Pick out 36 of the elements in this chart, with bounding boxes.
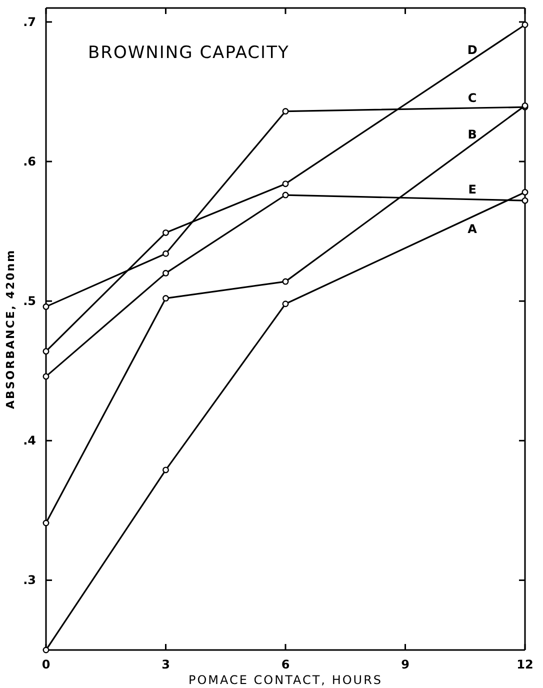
point [522,197,528,204]
point [162,229,169,236]
y-tick-label: .7 [23,14,36,29]
point [162,270,169,276]
x-tick-label: 6 [281,658,290,672]
series-label: D [467,42,478,57]
point [282,278,289,285]
point [282,192,289,198]
y-tick-label: .5 [23,294,36,308]
point [282,108,289,115]
point [42,303,50,310]
point [282,180,289,188]
point [522,22,528,28]
x-tick-label: 12 [516,658,534,672]
point [162,295,169,302]
series-label: A [468,222,478,236]
y-tick-label: .4 [23,433,36,448]
text: BROWNING CAPACITY [88,43,290,63]
x-axis-title: POMACE CONTACT, HOURS [188,673,383,687]
point [522,188,528,196]
x-tick-label: 3 [162,658,170,672]
point [42,373,50,380]
x-tick-label: 9 [401,658,410,672]
point [42,520,50,526]
point [162,466,169,474]
point [42,646,50,654]
series-label: E [468,182,476,196]
series-label: B [468,127,477,142]
point [282,300,289,308]
y-tick-label: .3 [23,573,36,588]
point [42,348,50,355]
y-axis-title: ABSORBANCE, 420nm [4,248,17,410]
series-label: C [468,91,477,106]
point [162,250,169,257]
x-tick-label: 0 [42,658,50,672]
y-tick-label: .6 [23,154,36,168]
